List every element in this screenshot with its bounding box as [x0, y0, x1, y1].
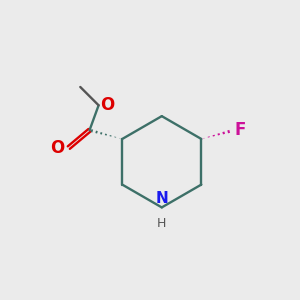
Text: O: O: [100, 96, 114, 114]
Text: H: H: [157, 217, 167, 230]
Text: F: F: [234, 122, 245, 140]
Text: N: N: [155, 191, 168, 206]
Text: O: O: [50, 139, 64, 157]
